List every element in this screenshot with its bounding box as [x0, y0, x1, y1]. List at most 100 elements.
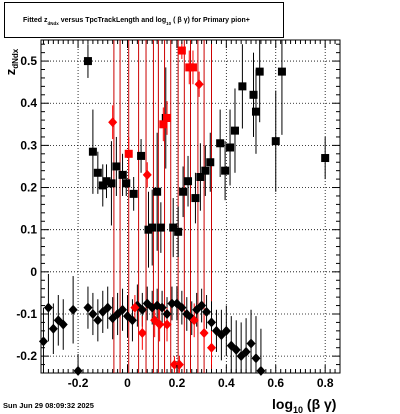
square-marker — [98, 181, 107, 190]
diamond-marker — [43, 302, 53, 313]
square-marker — [129, 189, 138, 198]
diamond-marker — [130, 302, 140, 313]
square-marker — [230, 126, 239, 135]
timestamp: Sun Jun 29 08:09:32 2025 — [3, 401, 94, 410]
square-marker — [83, 57, 92, 66]
y-tick-label: 0 — [30, 265, 37, 279]
square-marker — [184, 177, 193, 186]
diamond-marker — [162, 319, 172, 330]
y-axis-label: zdNdx — [3, 48, 20, 75]
diamond-marker — [207, 342, 217, 353]
square-marker — [255, 67, 264, 76]
diamond-marker — [88, 308, 98, 319]
diamond-marker — [155, 319, 165, 330]
square-marker — [159, 120, 168, 129]
diamond-marker — [137, 327, 147, 338]
title-middle: versus TpcTrackLength and log — [58, 17, 167, 24]
diamond-marker — [231, 344, 241, 355]
square-marker — [249, 90, 258, 99]
square-marker — [191, 194, 200, 203]
square-marker — [148, 223, 157, 232]
square-marker — [221, 166, 230, 175]
title-sub2: 10 — [166, 21, 172, 26]
x-tick-label: -0.2 — [68, 376, 89, 390]
square-marker — [124, 149, 133, 158]
diamond-marker — [48, 323, 58, 334]
x-axis-label: log10 (β γ) — [272, 396, 336, 414]
diamond-marker — [167, 298, 177, 309]
title-suffix: ( β γ) for Primary pion+ — [171, 17, 250, 24]
x-tick-label: 0.4 — [218, 376, 235, 390]
y-tick-label: 0.5 — [20, 54, 37, 68]
diamond-marker — [157, 302, 167, 313]
x-tick-label: 0 — [124, 376, 131, 390]
square-marker — [226, 143, 235, 152]
diamond-marker — [83, 302, 93, 313]
diamond-marker — [127, 315, 137, 326]
diamond-marker — [197, 300, 207, 311]
square-marker — [102, 177, 111, 186]
diamond-marker — [122, 311, 132, 322]
square-marker — [216, 139, 225, 148]
x-tick-label: 0.6 — [267, 376, 284, 390]
y-tick-label: 0.1 — [20, 223, 37, 237]
tick-labels: -0.2 0 0.2 0.4 0.6 0.8 -0.2 -0.1 0 0.1 0.2 0.3 0.4 0.… — [16, 54, 334, 390]
square-marker — [177, 46, 186, 55]
x-tick-label: 0.2 — [169, 376, 186, 390]
square-marker — [271, 137, 280, 146]
square-marker — [118, 170, 127, 179]
diamond-marker — [241, 346, 251, 357]
diamond-marker — [137, 304, 147, 315]
diamond-marker — [246, 338, 256, 349]
square-marker — [174, 227, 183, 236]
diamond-marker — [189, 315, 199, 326]
square-marker — [137, 151, 146, 160]
axis-ticks — [41, 40, 341, 374]
square-marker — [251, 107, 260, 116]
diamond-marker — [68, 304, 78, 315]
square-marker — [169, 223, 178, 232]
diamond-marker — [221, 325, 231, 336]
square-marker — [201, 166, 210, 175]
grid-lines — [41, 40, 340, 373]
title-box: Fitted zdNdx versus TpcTrackLength and l… — [4, 2, 284, 38]
data-markers — [38, 46, 330, 376]
title-prefix: Fitted z — [23, 17, 48, 24]
square-marker — [196, 172, 205, 181]
square-marker — [153, 187, 162, 196]
diamond-marker — [142, 169, 152, 180]
square-marker — [156, 223, 165, 232]
diamond-marker — [108, 117, 118, 128]
y-tick-label: -0.2 — [16, 349, 37, 363]
square-marker — [277, 67, 286, 76]
square-marker — [179, 187, 188, 196]
y-tick-label: 0.4 — [20, 96, 37, 110]
diamond-marker — [58, 319, 68, 330]
x-tick-label: 0.8 — [317, 376, 334, 390]
diamond-marker — [162, 308, 172, 319]
square-marker — [107, 179, 116, 188]
diamond-marker — [202, 306, 212, 317]
square-marker — [93, 168, 102, 177]
diamond-marker — [251, 353, 261, 364]
diamond-marker — [118, 304, 128, 315]
y-tick-label: 0.3 — [20, 138, 37, 152]
y-tick-label: 0.2 — [20, 181, 37, 195]
diamond-marker — [103, 302, 113, 313]
square-marker — [321, 154, 330, 163]
diamond-marker — [207, 317, 217, 328]
diamond-marker — [93, 315, 103, 326]
y-tick-label: -0.1 — [16, 307, 37, 321]
square-marker — [112, 162, 121, 171]
square-marker — [206, 158, 215, 167]
diamond-marker — [177, 302, 187, 313]
square-marker — [122, 179, 131, 188]
square-marker — [88, 147, 97, 156]
square-marker — [188, 63, 197, 72]
diamond-marker — [199, 327, 209, 338]
square-marker — [238, 82, 247, 91]
diamond-marker — [194, 79, 204, 90]
chart-title: Fitted zdNdx versus TpcTrackLength and l… — [23, 17, 250, 26]
square-marker — [163, 113, 172, 122]
